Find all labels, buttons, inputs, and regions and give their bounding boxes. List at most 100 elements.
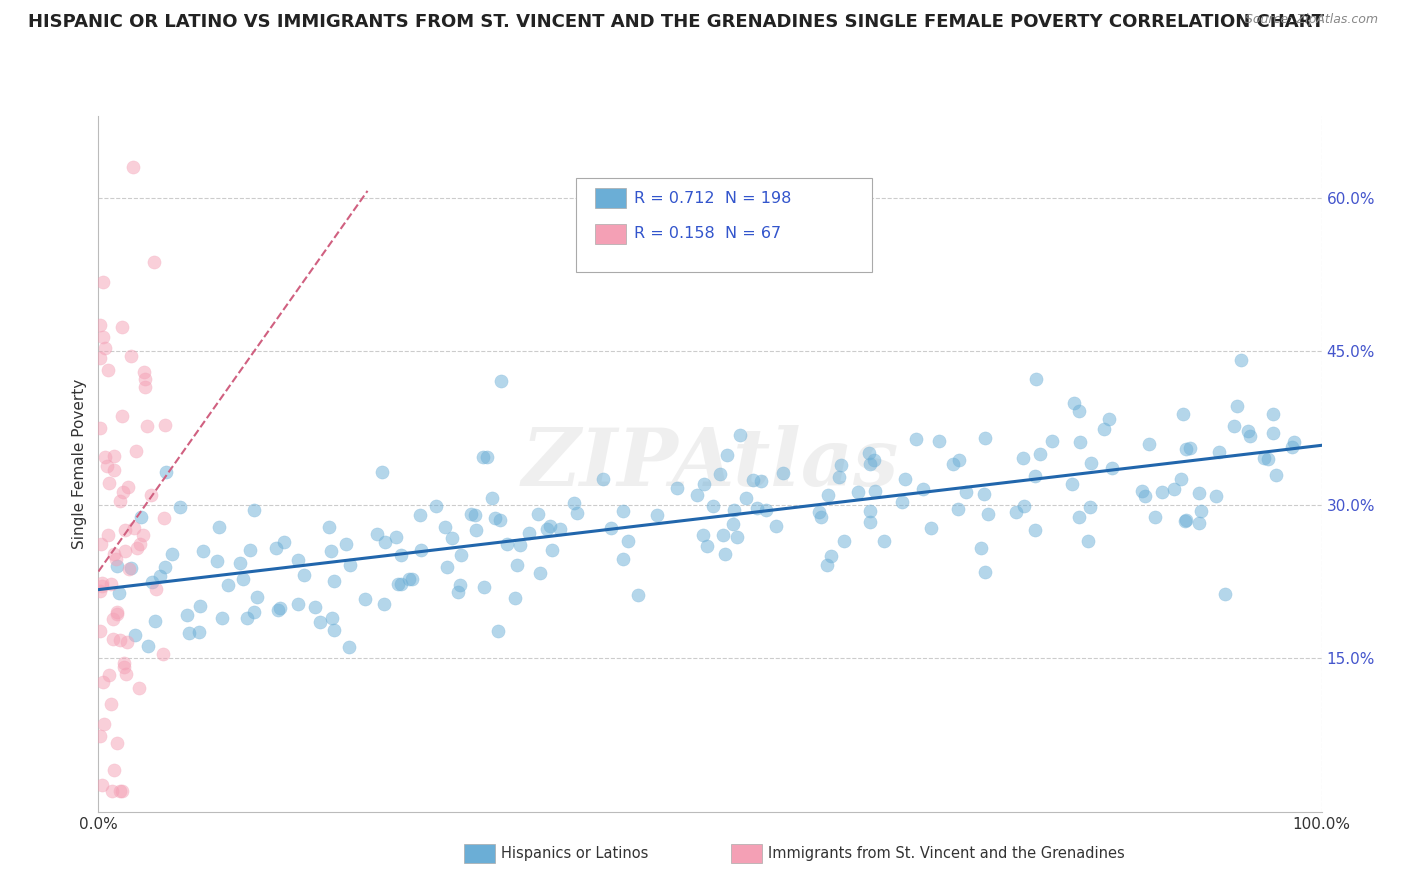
Point (145, 582, 167, 597)
Point (389, 548, 412, 562)
Point (389, 577, 412, 591)
Point (489, 374, 512, 388)
Point (269, 601, 291, 615)
Point (713, 547, 735, 561)
Point (134, 380, 156, 394)
Point (91, 675, 114, 690)
Point (955, 485, 977, 500)
Point (734, 491, 756, 505)
Point (124, 521, 146, 535)
Point (948, 453, 970, 467)
Point (115, 667, 138, 681)
Point (155, 465, 177, 479)
Point (304, 600, 326, 615)
Point (323, 623, 346, 637)
Point (1077, 534, 1099, 549)
Point (91, 330, 114, 344)
Point (153, 560, 176, 574)
Text: R = 0.158  N = 67: R = 0.158 N = 67 (634, 227, 782, 241)
Point (127, 541, 149, 555)
Point (1144, 510, 1167, 524)
Point (89, 730, 111, 744)
Point (1069, 435, 1091, 450)
Point (103, 463, 125, 477)
Point (647, 508, 669, 522)
Point (1175, 513, 1198, 527)
Point (486, 624, 509, 639)
Point (505, 591, 527, 606)
Point (1257, 451, 1279, 466)
Point (890, 495, 912, 509)
Point (118, 562, 141, 576)
Point (742, 473, 765, 487)
Point (373, 597, 395, 611)
Point (100, 576, 122, 591)
Point (124, 628, 146, 642)
Point (1281, 440, 1303, 454)
Point (139, 487, 162, 501)
Point (101, 784, 124, 798)
Point (103, 612, 125, 626)
Point (318, 520, 340, 534)
Point (339, 558, 361, 573)
Point (946, 501, 969, 516)
Point (1005, 504, 1028, 518)
Point (425, 499, 447, 513)
Point (481, 491, 503, 505)
Point (409, 542, 432, 557)
Point (90, 575, 112, 590)
Point (321, 610, 343, 624)
Point (665, 481, 688, 495)
Text: ZIPAtlas: ZIPAtlas (522, 425, 898, 502)
Point (1024, 468, 1046, 483)
Point (1062, 477, 1084, 491)
Point (374, 535, 396, 549)
Point (536, 522, 558, 536)
Point (472, 450, 495, 464)
Point (188, 624, 211, 639)
Point (1175, 442, 1198, 456)
Point (128, 537, 150, 551)
Point (464, 523, 486, 537)
Point (91, 275, 114, 289)
Point (125, 444, 148, 458)
Point (506, 558, 529, 572)
Point (920, 521, 942, 535)
Point (90, 778, 112, 792)
Point (973, 487, 995, 501)
Point (517, 526, 540, 541)
Point (527, 507, 550, 521)
Point (155, 418, 177, 433)
Point (747, 501, 769, 516)
Point (1101, 461, 1123, 475)
Point (114, 524, 136, 538)
Point (433, 520, 456, 534)
Point (508, 538, 530, 552)
Point (1170, 472, 1192, 486)
Point (238, 542, 260, 557)
Point (496, 537, 519, 551)
Point (97, 527, 120, 541)
Point (1137, 436, 1160, 450)
Point (612, 504, 634, 518)
Point (832, 534, 855, 549)
Point (1261, 425, 1284, 440)
Point (1080, 456, 1102, 470)
Point (1222, 419, 1244, 434)
Y-axis label: Single Female Poverty: Single Female Poverty (72, 379, 87, 549)
Point (112, 659, 135, 673)
Text: HISPANIC OR LATINO VS IMMIGRANTS FROM ST. VINCENT AND THE GRENADINES SINGLE FEMA: HISPANIC OR LATINO VS IMMIGRANTS FROM ST… (28, 13, 1324, 31)
Point (765, 518, 787, 533)
Point (105, 605, 128, 619)
Point (612, 552, 634, 566)
Point (110, 633, 132, 648)
Point (243, 503, 266, 517)
Point (148, 569, 170, 583)
Point (817, 488, 839, 502)
Point (772, 467, 794, 481)
Point (973, 431, 995, 445)
Point (292, 567, 315, 582)
Point (105, 559, 128, 574)
Point (627, 588, 650, 602)
Point (693, 477, 716, 491)
